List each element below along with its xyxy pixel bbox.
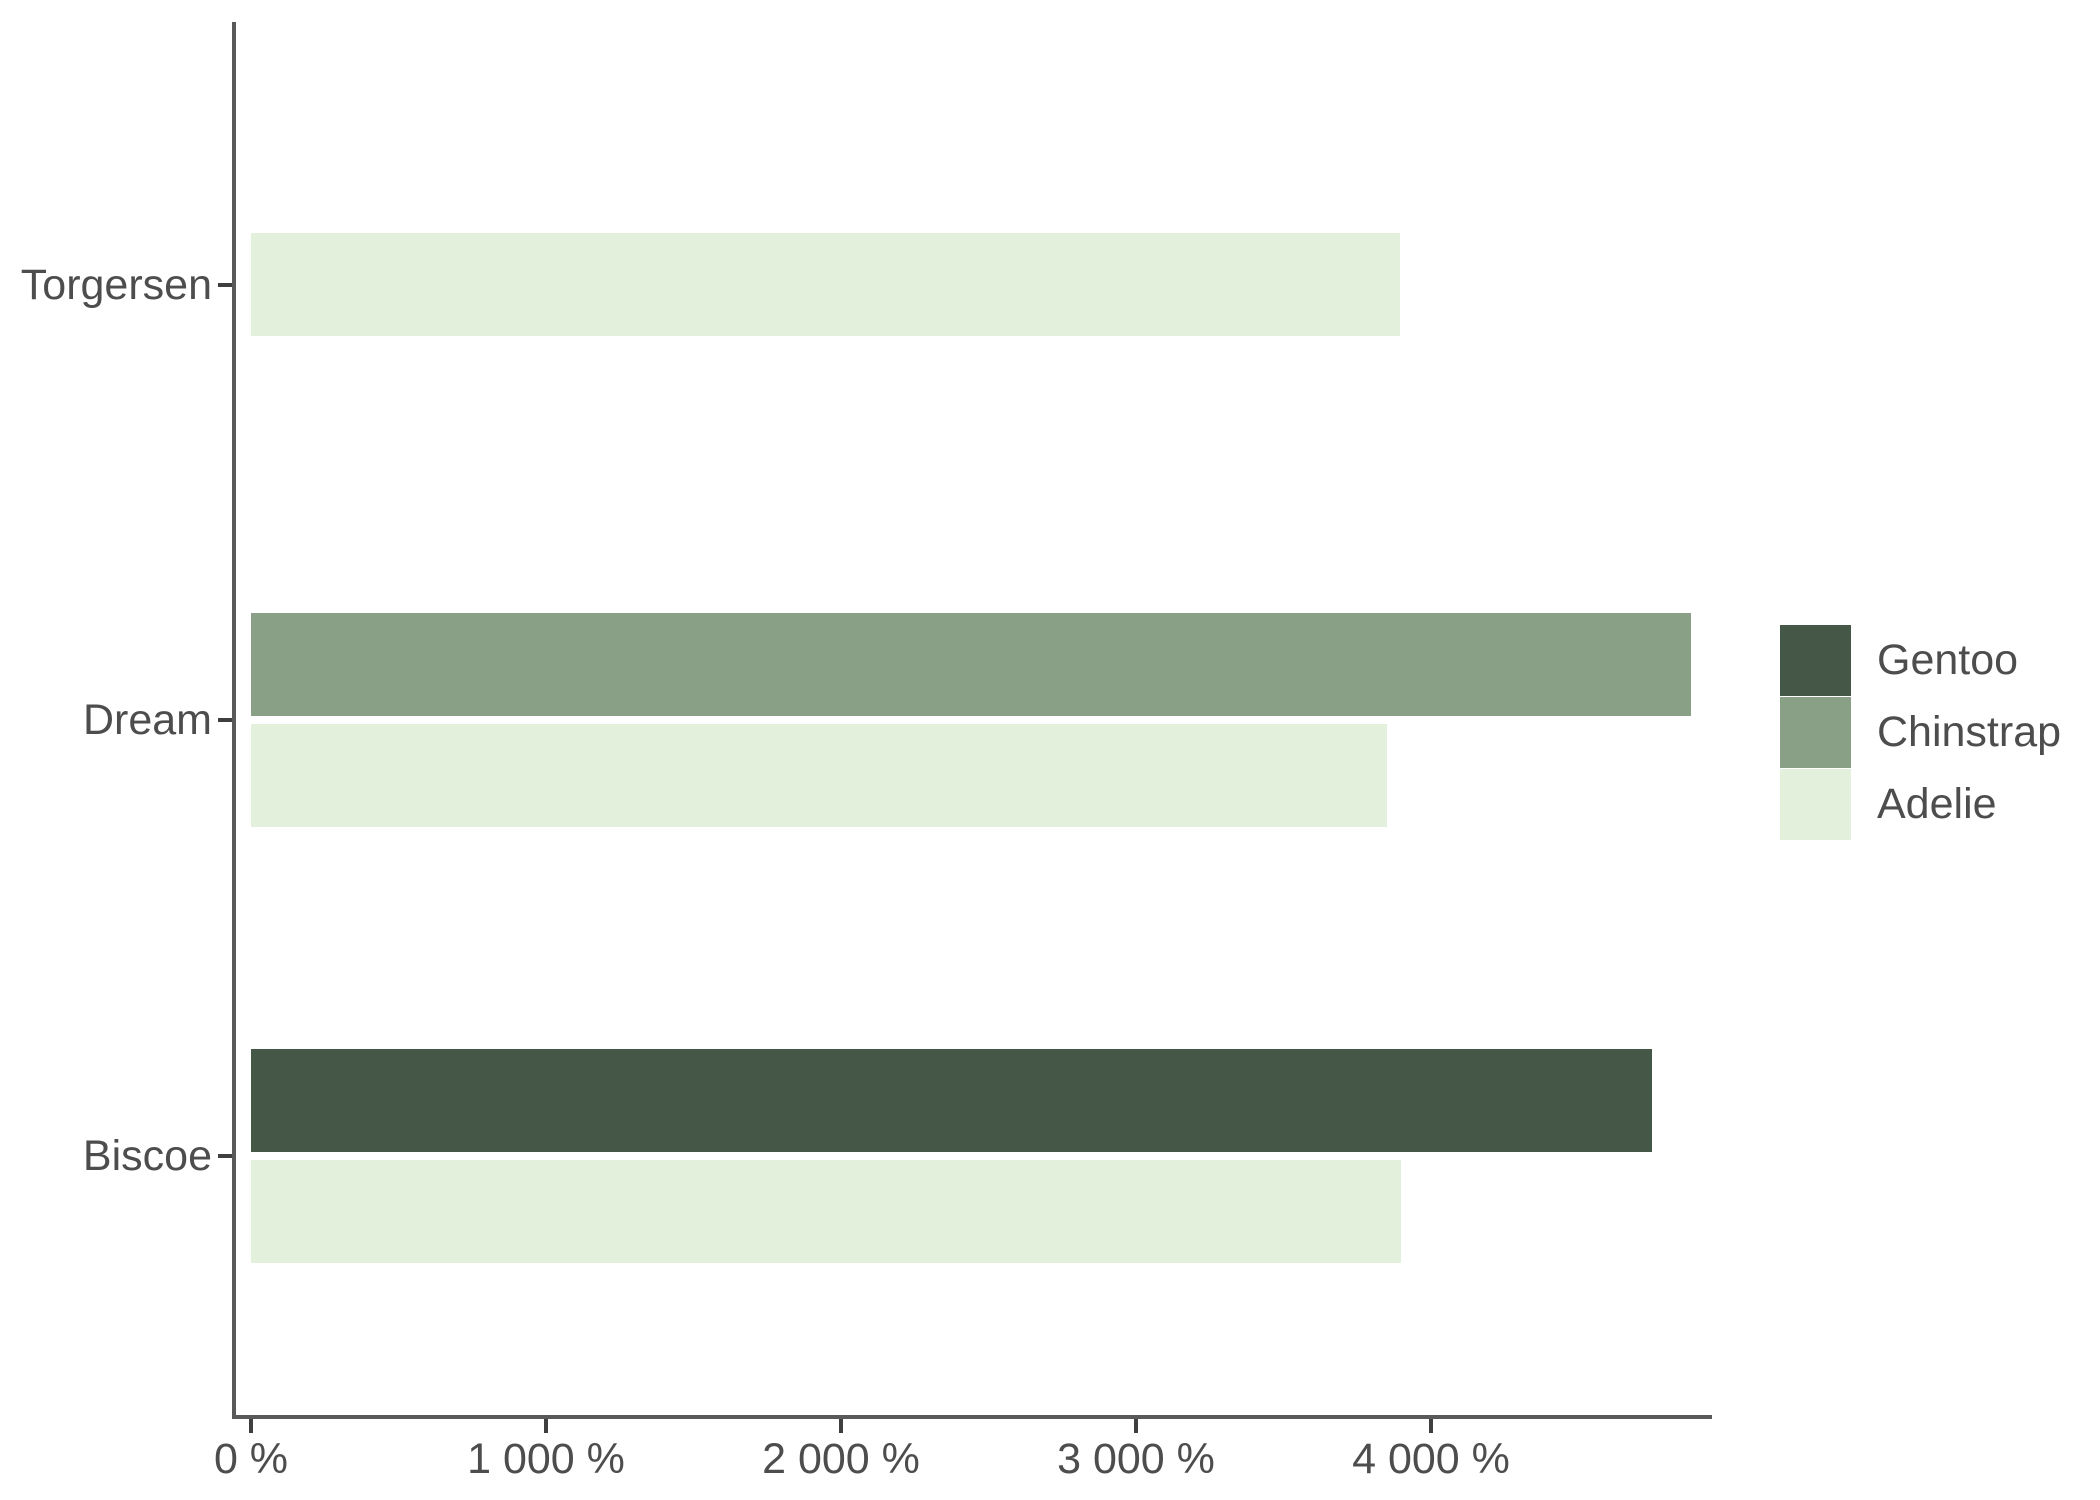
bar-dream-adelie [251, 724, 1387, 827]
x-axis-label-4000: 4 000 % [1352, 1435, 1510, 1483]
x-axis-line [232, 1415, 1712, 1419]
legend-label-gentoo: Gentoo [1877, 636, 2019, 684]
legend-key-adelie [1780, 769, 1851, 840]
bar-biscoe-gentoo [251, 1049, 1653, 1152]
bar-dream-chinstrap [251, 613, 1692, 716]
legend-label-adelie: Adelie [1877, 780, 1997, 828]
x-tick-0 [249, 1419, 253, 1433]
y-axis-line [232, 22, 236, 1419]
x-tick-3000 [1134, 1419, 1138, 1433]
bar-torgersen-adelie [251, 233, 1401, 336]
y-axis-label-biscoe: Biscoe [82, 1132, 212, 1180]
y-axis-label-dream: Dream [82, 696, 212, 744]
x-axis-label-0: 0 % [213, 1435, 289, 1483]
x-tick-2000 [839, 1419, 843, 1433]
bar-biscoe-adelie [251, 1160, 1401, 1263]
y-tick-dream [218, 718, 232, 722]
x-tick-4000 [1429, 1419, 1433, 1433]
x-axis-label-2000: 2 000 % [762, 1435, 920, 1483]
legend-key-chinstrap [1780, 697, 1851, 768]
x-axis-label-1000: 1 000 % [467, 1435, 625, 1483]
x-tick-1000 [544, 1419, 548, 1433]
y-tick-torgersen [218, 282, 232, 287]
x-axis-label-3000: 3 000 % [1057, 1435, 1215, 1483]
y-axis-label-torgersen: Torgersen [20, 260, 212, 309]
legend-key-gentoo [1780, 625, 1851, 696]
legend-label-chinstrap: Chinstrap [1877, 708, 2062, 756]
y-tick-biscoe [218, 1154, 232, 1158]
